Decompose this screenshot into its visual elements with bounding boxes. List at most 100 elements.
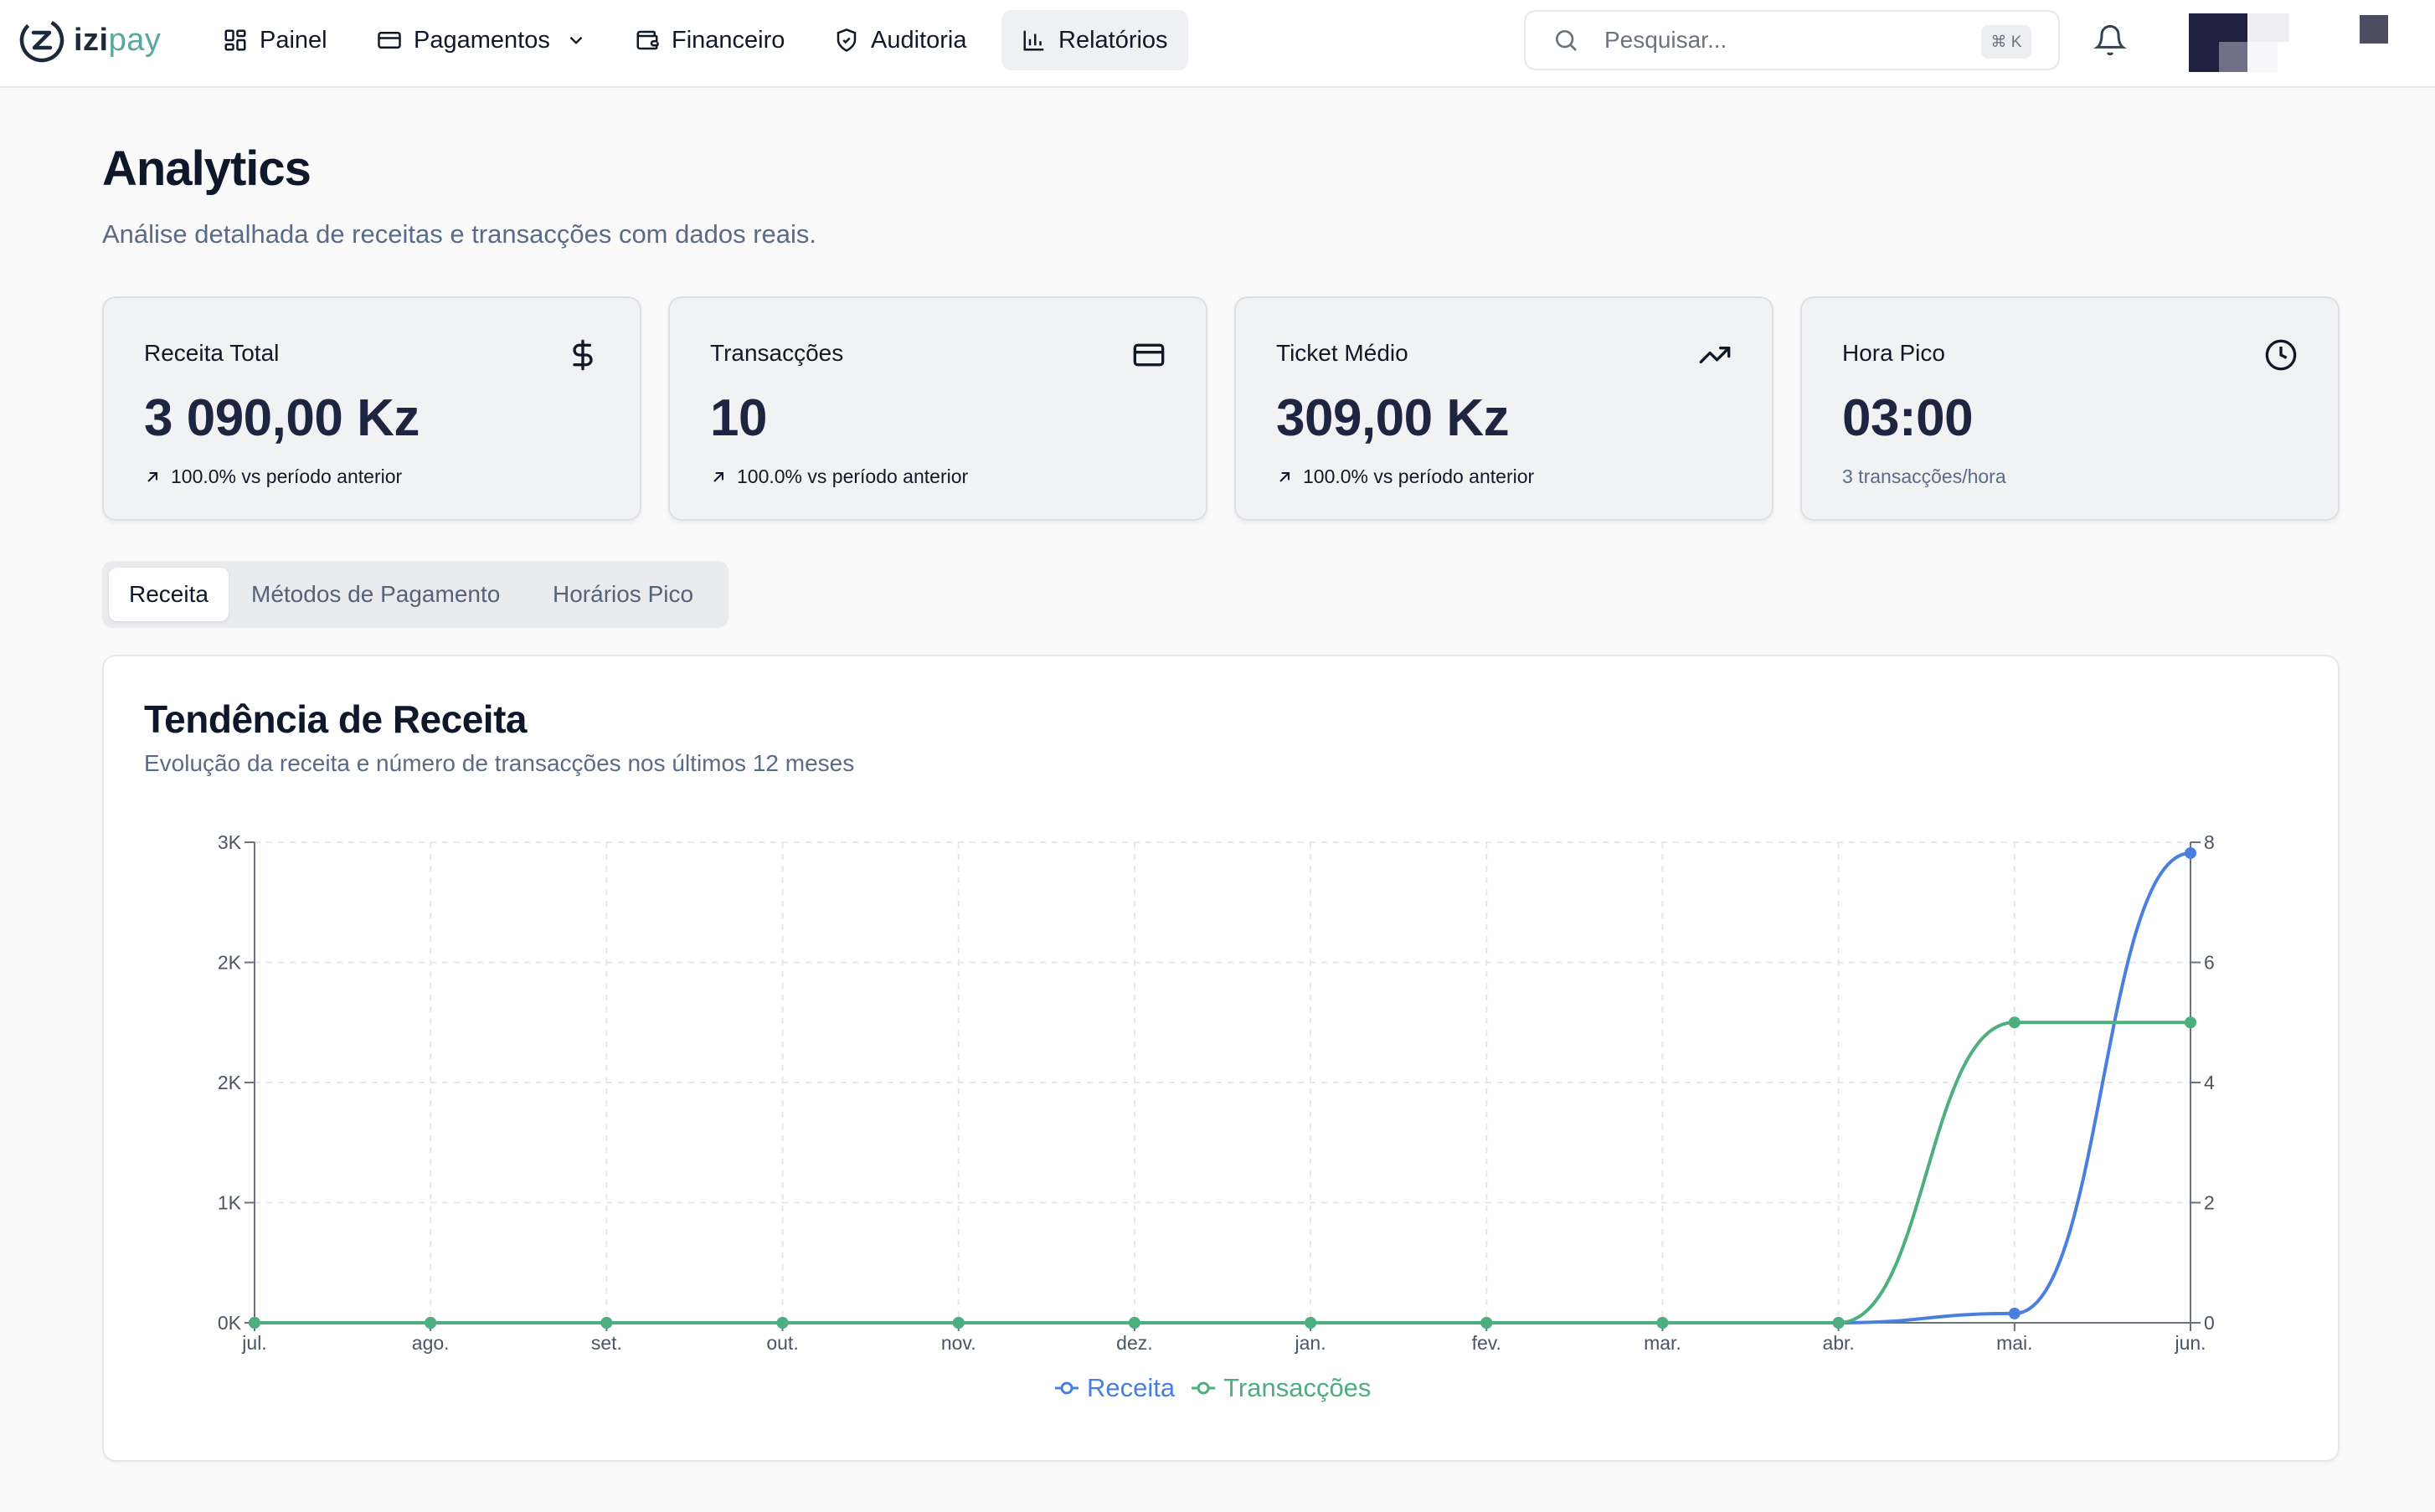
data-point-transaccoes bbox=[1480, 1317, 1493, 1329]
y-left-tick-label: 2K bbox=[218, 952, 242, 974]
legend-label-receita: Receita bbox=[1087, 1373, 1176, 1402]
stat-card-receita-total: Receita Total 3 090,00 Kz 100.0% vs perí… bbox=[102, 296, 641, 521]
stat-delta: 3 transacções/hora bbox=[1842, 465, 2006, 487]
shield-icon bbox=[837, 28, 857, 52]
x-tick-label: nov. bbox=[941, 1332, 976, 1354]
nav-item-label: Relatórios bbox=[1058, 26, 1168, 54]
search-placeholder[interactable]: Pesquisar... bbox=[1604, 27, 1727, 53]
search-shortcut-badge: ⌘ K bbox=[1981, 25, 2031, 59]
y-right-tick-label: 4 bbox=[2204, 1072, 2215, 1093]
avatar-block bbox=[2247, 13, 2289, 42]
page-title: Analytics bbox=[102, 141, 311, 196]
stat-label: Receita Total bbox=[144, 340, 280, 366]
tab-metodos-pagamento[interactable]: Métodos de Pagamento bbox=[251, 581, 501, 607]
x-tick-label: abr. bbox=[1822, 1332, 1854, 1354]
tab-receita[interactable]: Receita bbox=[109, 568, 229, 621]
x-tick-label: mai. bbox=[1996, 1332, 2032, 1354]
data-point-transaccoes bbox=[1656, 1317, 1669, 1329]
x-tick-label: set. bbox=[591, 1332, 622, 1354]
bar-chart-icon bbox=[1023, 30, 1044, 51]
dollar-icon bbox=[573, 339, 593, 371]
page-subtitle: Análise detalhada de receitas e transacç… bbox=[102, 219, 816, 249]
y-left-tick-label: 0K bbox=[218, 1312, 242, 1334]
y-right-tick-label: 2 bbox=[2204, 1192, 2215, 1214]
bell-icon[interactable] bbox=[2093, 23, 2127, 57]
stat-value: 10 bbox=[710, 389, 767, 447]
nav-item-financeiro[interactable]: Financeiro bbox=[615, 10, 805, 70]
legend-marker-transaccoes bbox=[1197, 1381, 1210, 1395]
stat-value: 3 090,00 Kz bbox=[144, 389, 420, 447]
nav-item-auditoria[interactable]: Auditoria bbox=[814, 10, 986, 70]
data-point-transaccoes bbox=[600, 1317, 613, 1329]
stat-card-ticket-medio: Ticket Médio 309,00 Kz 100.0% vs período… bbox=[1234, 296, 1773, 521]
x-tick-label: jan. bbox=[1295, 1332, 1326, 1354]
chevron-down-icon bbox=[569, 36, 583, 44]
profile-menu-button[interactable] bbox=[2360, 15, 2388, 44]
revenue-trend-card: 0K 1K 2K 2K 3K 0 2 4 6 8 jul. ago. set. out. nov. dez. j… bbox=[102, 655, 2340, 1462]
stat-delta-text: 100.0% vs período anterior bbox=[171, 465, 403, 487]
nav-item-pagamentos[interactable]: Pagamentos bbox=[357, 10, 607, 70]
y-left-tick-label: 2K bbox=[218, 1072, 242, 1093]
x-tick-label: jun. bbox=[2174, 1332, 2206, 1354]
avatar-block bbox=[2247, 42, 2278, 72]
stat-label: Ticket Médio bbox=[1276, 340, 1408, 366]
izipay-logo-icon bbox=[19, 18, 64, 63]
y-right-tick-label: 6 bbox=[2204, 952, 2215, 974]
search-icon bbox=[1556, 30, 1577, 51]
data-point-transaccoes bbox=[249, 1317, 260, 1329]
logo-text-izi: izi bbox=[74, 22, 109, 58]
stat-card-hora-pico: Hora Pico 03:00 3 transacções/hora bbox=[1800, 296, 2340, 521]
card-icon bbox=[378, 32, 401, 49]
x-tick-label: jul. bbox=[241, 1332, 266, 1354]
stat-delta-text: 100.0% vs período anterior bbox=[737, 465, 969, 487]
search-bar[interactable]: Pesquisar... ⌘ K bbox=[1524, 10, 2060, 70]
data-point-transaccoes bbox=[1832, 1317, 1845, 1329]
data-point-receita bbox=[2185, 846, 2196, 859]
avatar-block bbox=[2219, 42, 2247, 72]
tab-horarios-pico[interactable]: Horários Pico bbox=[553, 581, 694, 607]
dashboard-grid-icon bbox=[224, 29, 246, 51]
data-point-transaccoes bbox=[776, 1317, 789, 1329]
nav-item-label: Auditoria bbox=[871, 26, 967, 54]
y-right-tick-label: 8 bbox=[2204, 831, 2215, 853]
y-left-tick-label: 1K bbox=[218, 1192, 242, 1214]
data-point-transaccoes bbox=[1128, 1317, 1140, 1329]
revenue-trend-chart: 0K 1K 2K 2K 3K 0 2 4 6 8 jul. ago. set. out. nov. dez. j… bbox=[218, 831, 2215, 1402]
arrow-up-right-icon bbox=[713, 471, 723, 482]
stat-value: 309,00 Kz bbox=[1276, 389, 1510, 447]
logo-text-pay: pay bbox=[108, 22, 162, 58]
legend-marker-receita bbox=[1060, 1381, 1073, 1395]
data-point-receita bbox=[2008, 1307, 2021, 1319]
clock-icon bbox=[2265, 339, 2297, 371]
top-navbar: izipay Painel Pagamentos Financeiro Audi… bbox=[0, 0, 2435, 88]
chart-subtitle: Evolução da receita e número de transacç… bbox=[144, 750, 855, 776]
stat-delta-text: 100.0% vs período anterior bbox=[1303, 465, 1535, 487]
x-tick-label: fev. bbox=[1472, 1332, 1501, 1354]
data-point-transaccoes bbox=[2008, 1016, 2021, 1029]
chart-title: Tendência de Receita bbox=[144, 697, 528, 741]
x-tick-label: mar. bbox=[1644, 1332, 1681, 1354]
stat-card-transaccoes: Transacções 10 100.0% vs período anterio… bbox=[668, 296, 1207, 521]
series-line-transaccoes bbox=[255, 1021, 2190, 1325]
x-tick-label: out. bbox=[766, 1332, 798, 1354]
data-point-transaccoes bbox=[952, 1317, 965, 1329]
stat-delta: 100.0% vs período anterior bbox=[1276, 465, 1534, 488]
izipay-logo[interactable]: izipay bbox=[18, 15, 161, 65]
credit-card-icon bbox=[1133, 343, 1165, 367]
wallet-icon bbox=[636, 30, 659, 50]
trending-up-icon bbox=[1699, 347, 1731, 363]
stat-label: Transacções bbox=[710, 340, 844, 366]
data-point-transaccoes bbox=[2185, 1016, 2196, 1029]
x-tick-label: dez. bbox=[1116, 1332, 1152, 1354]
nav-item-relatorios[interactable]: Relatórios bbox=[1001, 10, 1188, 70]
y-left-tick-label: 3K bbox=[218, 831, 242, 853]
data-point-transaccoes bbox=[425, 1317, 437, 1329]
nav-item-label: Financeiro bbox=[672, 26, 785, 54]
stat-value: 03:00 bbox=[1842, 389, 1974, 447]
nav-item-painel[interactable]: Painel bbox=[203, 10, 347, 70]
nav-item-label: Painel bbox=[260, 26, 327, 54]
y-right-tick-label: 0 bbox=[2204, 1312, 2215, 1334]
stat-label: Hora Pico bbox=[1842, 340, 1945, 366]
avatar[interactable] bbox=[2189, 13, 2306, 72]
nav-item-label: Pagamentos bbox=[414, 26, 550, 54]
